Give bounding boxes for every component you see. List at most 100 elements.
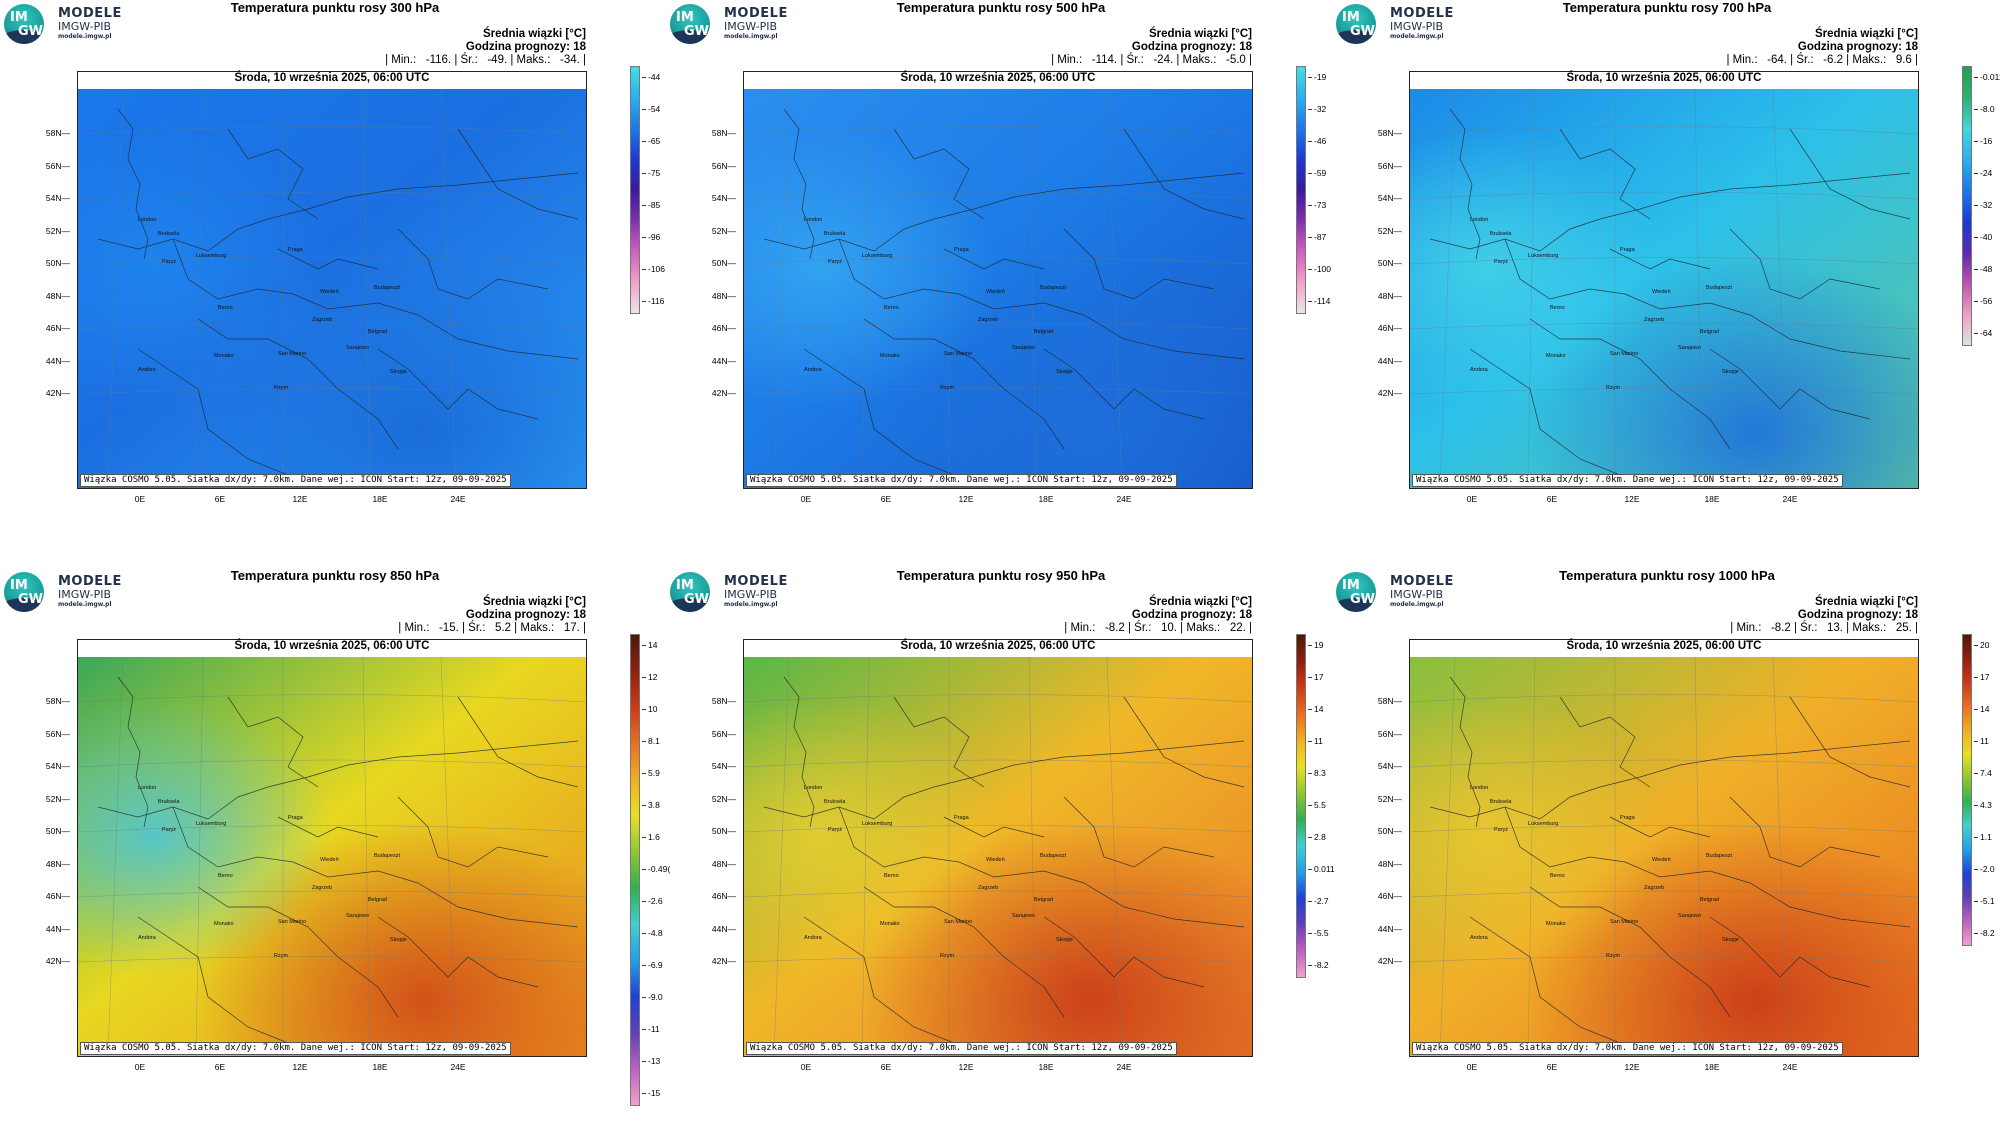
stats-line: | Min.: -8.2 | Śr.: 10. | Maks.: 22. | — [1064, 622, 1252, 634]
city-label: London — [138, 217, 157, 223]
city-label: Paryż — [1494, 827, 1509, 833]
colorbar-tick: 5.9 — [642, 768, 660, 778]
city-label: San Marino — [1610, 919, 1639, 925]
latitude-label: 42N— — [1377, 956, 1402, 966]
imgw-logo: IM GW MODELE IMGW-PIB modele.imgw.pl — [4, 2, 154, 48]
city-label: Rzym — [1606, 385, 1621, 391]
latitude-label: 52N— — [711, 226, 736, 236]
city-label: Monako — [880, 353, 900, 359]
colorbar-tick: -11 — [642, 1024, 660, 1034]
forecast-panel: IM GW MODELE IMGW-PIB modele.imgw.pl Temperat… — [0, 0, 666, 568]
colorbar-tick: -75 — [642, 168, 660, 178]
city-label: Zagrzeb — [978, 317, 999, 323]
logo-text: modele.imgw.pl — [58, 33, 112, 40]
valid-time: Środa, 10 września 2025, 06:00 UTC — [1410, 640, 1918, 658]
city-label: Skopje — [1722, 937, 1739, 943]
city-label: Budapeszt — [1040, 853, 1066, 859]
logo-text: modele.imgw.pl — [1390, 33, 1444, 40]
latitude-label: 46N— — [45, 323, 70, 333]
longitude-label: 6E — [880, 494, 892, 504]
latitude-label: 52N— — [1377, 226, 1402, 236]
city-label: Rzym — [1606, 953, 1621, 959]
panel-title: Temperatura punktu rosy 700 hPa — [1562, 0, 1772, 15]
stats-line: | Min.: -116. | Śr.: -49. | Maks.: -34. … — [385, 54, 586, 66]
colorbar-tick: -96 — [642, 232, 660, 242]
model-credit: Wiązka COSMO 5.05. Siatka dx/dy: 7.0km. … — [80, 1042, 511, 1055]
colorbar-tick: -106 — [642, 264, 665, 274]
city-label: Wiedeń — [986, 857, 1005, 863]
latitude-label: 48N— — [711, 859, 736, 869]
forecast-panel: IM GW MODELE IMGW-PIB modele.imgw.pl Temperat… — [1332, 568, 1998, 1136]
dewpoint-field: London Bruksela Luksemburg Paryż Praga Wiedeń… — [744, 657, 1252, 1056]
city-label: Budapeszt — [374, 853, 400, 859]
city-label: Monako — [1546, 353, 1566, 359]
colorbar-tick: 17 — [1308, 672, 1323, 682]
colorbar-tick: -44 — [642, 72, 660, 82]
city-label: Sarajewo — [1678, 345, 1701, 351]
colorbar-tick: -85 — [642, 200, 660, 210]
city-label: Luksemburg — [862, 821, 893, 827]
latitude-label: 54N— — [45, 193, 70, 203]
city-label: Berno — [1550, 305, 1565, 311]
imgw-badge-icon: IM GW — [670, 4, 710, 44]
longitude-label: 12E — [958, 1062, 974, 1072]
colorbar-tick: -40 — [1974, 232, 1992, 242]
city-label: Andora — [1470, 935, 1488, 941]
city-label: Andora — [138, 367, 156, 373]
city-label: Andora — [804, 367, 822, 373]
latitude-label: 46N— — [1377, 891, 1402, 901]
colorbar — [1962, 66, 1972, 346]
colorbar-tick: -56 — [1974, 296, 1992, 306]
stats-line: | Min.: -8.2 | Śr.: 13. | Maks.: 25. | — [1730, 622, 1918, 634]
city-label: San Marino — [944, 351, 973, 357]
city-label: Berno — [218, 873, 233, 879]
city-label: Bruksela — [158, 231, 180, 237]
panel-title: Temperatura punktu rosy 1000 hPa — [1559, 568, 1775, 583]
colorbar-tick: -5.1 — [1974, 896, 1995, 906]
city-label: Budapeszt — [1706, 853, 1732, 859]
panel-title: Temperatura punktu rosy 500 hPa — [896, 0, 1106, 15]
city-label: Bruksela — [824, 231, 846, 237]
colorbar-tick: -32 — [1974, 200, 1992, 210]
latitude-label: 54N— — [711, 761, 736, 771]
colorbar-tick: 14 — [1974, 704, 1989, 714]
latitude-label: 42N— — [711, 956, 736, 966]
city-label: London — [1470, 217, 1489, 223]
forecast-panel: IM GW MODELE IMGW-PIB modele.imgw.pl Temperat… — [0, 568, 670, 1136]
city-label: Bruksela — [824, 799, 846, 805]
colorbar-tick: -2.7 — [1308, 896, 1329, 906]
city-label: Praga — [1620, 815, 1635, 821]
city-label: Paryż — [828, 827, 843, 833]
colorbar-tick: -8.2 — [1974, 928, 1995, 938]
colorbar-tick: 0.011 — [1308, 864, 1335, 874]
city-label: Belgrad — [1034, 329, 1053, 335]
colorbar-tick: -73 — [1308, 200, 1326, 210]
city-label: Belgrad — [368, 329, 387, 335]
colorbar-tick: 7.4 — [1974, 768, 1992, 778]
colorbar-tick: -24 — [1974, 168, 1992, 178]
map-frame: Środa, 10 września 2025, 06:00 UTC — [743, 71, 1253, 489]
city-label: Monako — [214, 353, 234, 359]
city-label: Bruksela — [1490, 799, 1512, 805]
model-credit: Wiązka COSMO 5.05. Siatka dx/dy: 7.0km. … — [746, 1042, 1177, 1055]
colorbar-tick: 8.3 — [1308, 768, 1326, 778]
city-label: Sarajewo — [1012, 345, 1035, 351]
latitude-label: 50N— — [1377, 826, 1402, 836]
forecast-panel: IM GW MODELE IMGW-PIB modele.imgw.pl Temperat… — [666, 0, 1332, 568]
city-label: Andora — [1470, 367, 1488, 373]
model-credit: Wiązka COSMO 5.05. Siatka dx/dy: 7.0km. … — [80, 474, 511, 487]
city-label: Rzym — [274, 953, 289, 959]
stats-line: | Min.: -64. | Śr.: -6.2 | Maks.: 9.6 | — [1726, 54, 1918, 66]
city-label: Belgrad — [1700, 329, 1719, 335]
imgw-badge-icon: IM GW — [1336, 572, 1376, 612]
city-label: Paryż — [162, 827, 177, 833]
city-label: Skopje — [1056, 369, 1073, 375]
colorbar-tick: -5.5 — [1308, 928, 1329, 938]
colorbar-tick: 19 — [1308, 640, 1323, 650]
colorbar-tick: -19 — [1308, 72, 1326, 82]
colorbar-tick: 10 — [642, 704, 657, 714]
city-label: San Marino — [1610, 351, 1639, 357]
latitude-label: 56N— — [45, 161, 70, 171]
city-label: Bruksela — [1490, 231, 1512, 237]
city-label: Wiedeń — [1652, 289, 1671, 295]
